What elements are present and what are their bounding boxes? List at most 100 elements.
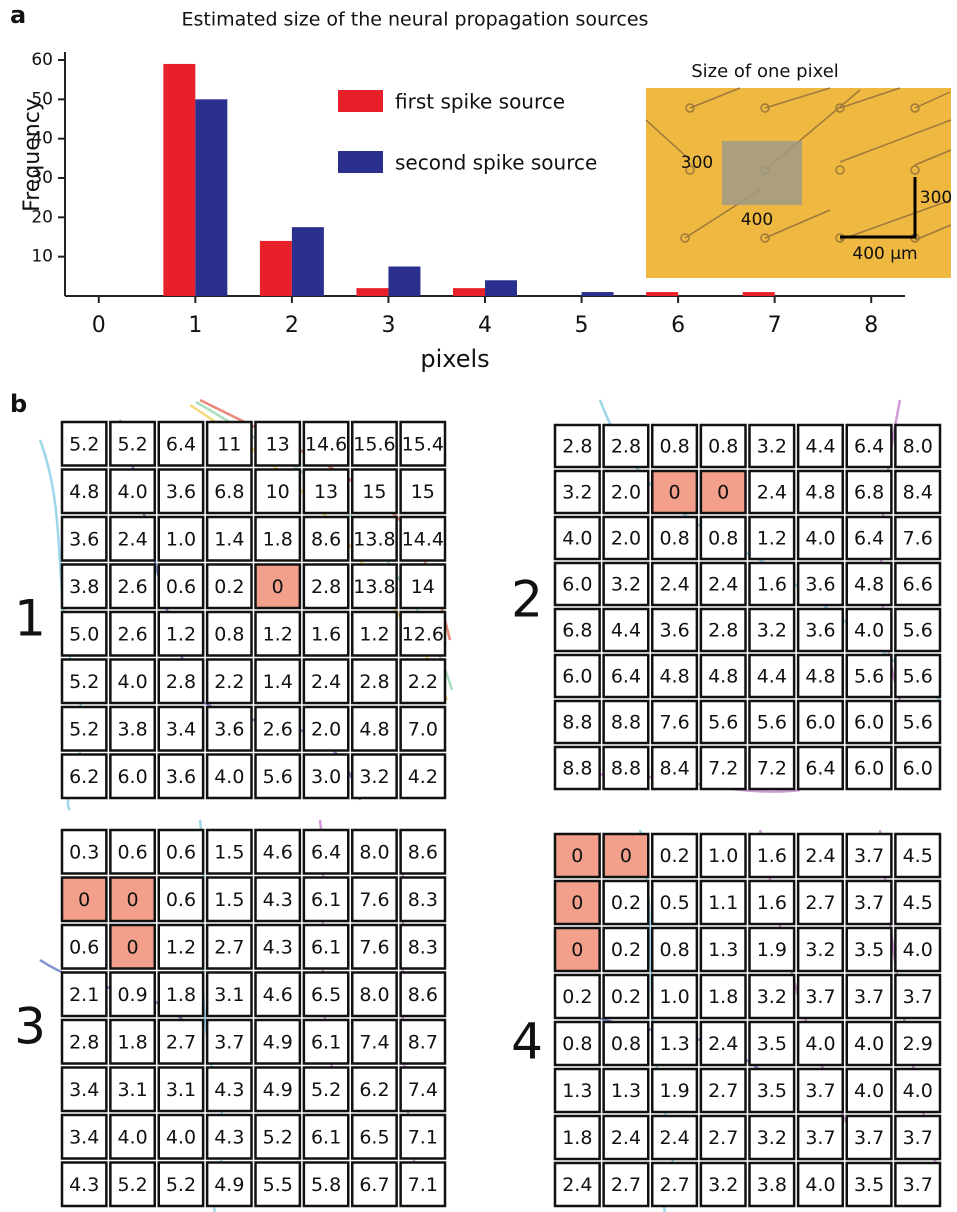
cell-value: 6.8: [562, 620, 592, 642]
cell-value: 4.9: [263, 1031, 293, 1053]
cell-value: 4.4: [611, 620, 641, 642]
cell-value: 4.0: [117, 481, 147, 503]
cell-value: 2.7: [708, 1080, 738, 1102]
cell-value: 3.6: [659, 620, 689, 642]
cell-value: 13: [314, 481, 338, 503]
cell-value: 0: [272, 576, 284, 598]
bar: [292, 227, 324, 296]
cell-value: 3.7: [805, 1080, 835, 1102]
cell-value: 0: [571, 939, 583, 961]
cell-value: 7.6: [903, 528, 933, 550]
cell-value: 4.0: [805, 1174, 835, 1196]
cell-value: 6.4: [854, 528, 884, 550]
x-tick-label: 4: [478, 313, 492, 338]
cell-value: 1.5: [214, 889, 244, 911]
cell-value: 4.8: [708, 666, 738, 688]
cell-value: 7.6: [359, 889, 389, 911]
cell-value: 5.2: [69, 718, 99, 740]
cell-value: 1.3: [659, 1033, 689, 1055]
cell-value: 5.2: [69, 433, 99, 455]
inset-label: 300: [681, 153, 713, 173]
x-tick-label: 6: [671, 313, 685, 338]
x-tick-label: 0: [92, 313, 106, 338]
cell-value: 7.1: [408, 1174, 438, 1196]
y-tick-label: 50: [31, 89, 53, 109]
cell-value: 5.6: [903, 712, 933, 734]
cell-value: 0.6: [166, 889, 196, 911]
y-tick-label: 10: [31, 247, 53, 267]
cell-value: 8.6: [311, 528, 341, 550]
cell-value: 2.2: [408, 671, 438, 693]
cell-value: 3.6: [166, 481, 196, 503]
cell-value: 3.7: [854, 1127, 884, 1149]
cell-value: 5.6: [903, 666, 933, 688]
cell-value: 3.8: [757, 1174, 787, 1196]
inset: Size of one pixel 300 400 300 400 µm: [646, 61, 952, 278]
cell-value: 8.8: [562, 712, 592, 734]
cell-value: 14: [411, 576, 435, 598]
cell-value: 1.2: [757, 528, 787, 550]
cell-value: 2.0: [311, 718, 341, 740]
cell-value: 4.0: [805, 1033, 835, 1055]
cell-value: 4.0: [854, 1080, 884, 1102]
cell-value: 2.8: [311, 576, 341, 598]
cell-value: 8.3: [408, 889, 438, 911]
cell-value: 3.2: [757, 436, 787, 458]
cell-value: 2.8: [708, 620, 738, 642]
cell-value: 6.1: [311, 936, 341, 958]
cell-value: 4.0: [854, 620, 884, 642]
figure: a Estimated size of the neural propagati…: [0, 0, 957, 1212]
cell-value: 2.9: [903, 1033, 933, 1055]
cell-value: 8.0: [359, 984, 389, 1006]
cell-value: 3.7: [805, 986, 835, 1008]
cell-value: 6.4: [805, 758, 835, 780]
cell-value: 1.9: [757, 939, 787, 961]
cell-value: 1.6: [757, 892, 787, 914]
cell-value: 3.7: [903, 1127, 933, 1149]
cell-value: 8.3: [408, 936, 438, 958]
cell-value: 4.4: [805, 436, 835, 458]
legend-swatch: [338, 151, 383, 173]
cell-value: 0.8: [214, 623, 244, 645]
cell-value: 2.7: [659, 1174, 689, 1196]
cell-value: 4.0: [854, 1033, 884, 1055]
cell-value: 2.8: [562, 436, 592, 458]
cell-value: 3.7: [805, 1127, 835, 1149]
cell-value: 8.6: [408, 984, 438, 1006]
cell-value: 0: [620, 845, 632, 867]
grid-label: 4: [511, 1013, 543, 1071]
cell-value: 3.6: [166, 766, 196, 788]
cell-value: 6.5: [359, 1126, 389, 1148]
cell-value: 6.1: [311, 1031, 341, 1053]
bar: [388, 267, 420, 297]
legend-swatch: [338, 90, 383, 112]
cell-value: 3.0: [311, 766, 341, 788]
cell-value: 0.3: [69, 841, 99, 863]
cell-value: 2.8: [69, 1031, 99, 1053]
bar: [195, 99, 227, 296]
cell-value: 5.8: [311, 1174, 341, 1196]
cell-value: 13.8: [353, 528, 395, 550]
cell-value: 7.6: [359, 936, 389, 958]
cell-value: 6.4: [611, 666, 641, 688]
cell-value: 3.4: [166, 718, 196, 740]
cell-value: 6.6: [903, 574, 933, 596]
cell-value: 7.6: [659, 712, 689, 734]
cell-value: 6.4: [166, 433, 196, 455]
cell-value: 5.5: [263, 1174, 293, 1196]
cell-value: 4.8: [854, 574, 884, 596]
cell-value: 0.6: [166, 841, 196, 863]
cell-value: 5.6: [263, 766, 293, 788]
cell-value: 2.4: [311, 671, 341, 693]
cell-value: 4.3: [263, 936, 293, 958]
cell-value: 4.3: [214, 1126, 244, 1148]
cell-value: 5.2: [311, 1079, 341, 1101]
cell-value: 0: [127, 936, 139, 958]
cell-value: 4.0: [903, 1080, 933, 1102]
cell-value: 6.4: [311, 841, 341, 863]
cell-value: 4.3: [69, 1174, 99, 1196]
cell-value: 7.0: [408, 718, 438, 740]
cell-value: 6.0: [903, 758, 933, 780]
cell-value: 15.6: [353, 433, 395, 455]
cell-value: 7.4: [359, 1031, 389, 1053]
